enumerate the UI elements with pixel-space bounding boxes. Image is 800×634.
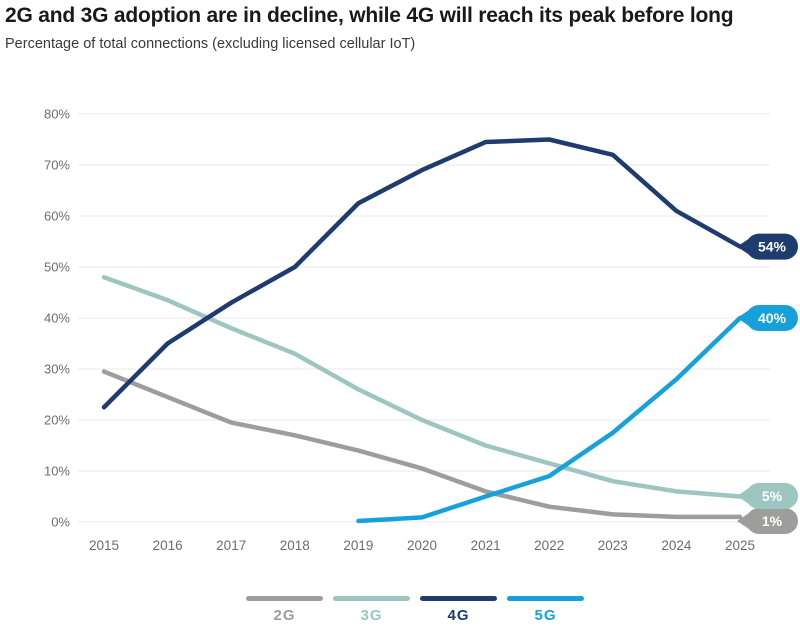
page-title: 2G and 3G adoption are in decline, while… (5, 4, 734, 27)
y-tick-label: 30% (44, 362, 70, 377)
legend-label-3g: 3G (360, 607, 383, 624)
end-label-text-4g: 54% (758, 239, 787, 255)
x-tick-label: 2020 (407, 538, 437, 553)
legend-swatch-3g (333, 596, 410, 601)
x-tick-label: 2025 (725, 538, 755, 553)
legend-swatch-5g (507, 596, 584, 601)
end-label-text-5g: 40% (758, 310, 787, 326)
end-label-tip-2g (737, 512, 749, 529)
legend-label-5g: 5G (534, 607, 557, 624)
end-label-pill-5g (746, 305, 798, 331)
x-tick-label: 2024 (661, 538, 692, 553)
chart-legend: 2G 3G 4G 5G (0, 596, 800, 624)
end-label-pill-4g (746, 233, 798, 260)
x-tick-label: 2015 (89, 538, 119, 553)
legend-item-3g: 3G (333, 596, 410, 624)
legend-label-4g: 4G (447, 607, 470, 624)
y-tick-label: 60% (44, 209, 70, 224)
series-line-4g (101, 137, 743, 410)
series-line-5g (356, 315, 743, 524)
end-label-tip-5g (737, 310, 749, 326)
series-line-2g (101, 369, 743, 520)
legend-label-2g: 2G (273, 607, 296, 624)
y-tick-label: 20% (44, 413, 70, 428)
y-tick-label: 50% (44, 260, 70, 275)
y-tick-label: 10% (44, 464, 70, 479)
end-label-text-2g: 1% (762, 513, 783, 529)
end-label-pill-2g (746, 507, 798, 534)
y-tick-label: 40% (44, 311, 70, 326)
legend-swatch-4g (420, 596, 497, 601)
y-tick-label: 70% (44, 158, 70, 173)
page-subtitle: Percentage of total connections (excludi… (5, 36, 416, 52)
end-label-pill-3g (746, 482, 798, 509)
legend-swatch-2g (246, 596, 323, 601)
end-label-tip-4g (737, 238, 749, 255)
y-tick-label: 80% (44, 107, 70, 122)
x-tick-label: 2021 (471, 538, 501, 553)
x-tick-label: 2022 (534, 538, 564, 553)
legend-item-4g: 4G (420, 596, 497, 624)
end-label-tip-3g (737, 487, 749, 504)
y-tick-label: 0% (51, 515, 70, 530)
x-tick-label: 2017 (216, 538, 246, 553)
x-tick-label: 2016 (153, 538, 183, 553)
end-label-text-3g: 5% (762, 488, 783, 504)
x-tick-label: 2023 (598, 538, 628, 553)
legend-item-5g: 5G (507, 596, 584, 624)
x-tick-label: 2018 (280, 538, 310, 553)
series-line-3g (101, 274, 743, 499)
line-chart: 0% 10% 20% 30% 40% 50% 60% 70% 80% 2015 2016 2017 20… (44, 107, 798, 553)
legend-item-2g: 2G (246, 596, 323, 624)
x-tick-label: 2019 (343, 538, 373, 553)
